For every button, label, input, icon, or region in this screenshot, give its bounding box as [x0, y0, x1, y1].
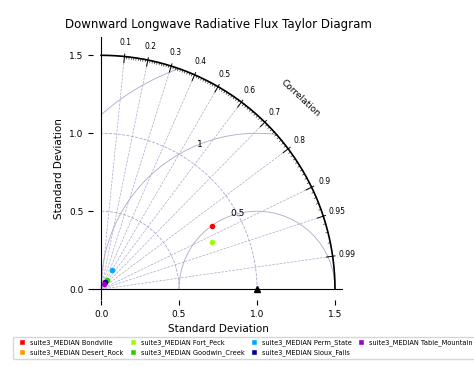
Text: Correlation: Correlation [279, 78, 321, 119]
Text: 0.99: 0.99 [338, 250, 355, 259]
Text: 0.8: 0.8 [293, 136, 305, 145]
X-axis label: Standard Deviation: Standard Deviation [168, 324, 268, 335]
Text: 0.3: 0.3 [169, 48, 182, 57]
Text: 0.9: 0.9 [318, 177, 330, 186]
Legend: suite3_MEDIAN Bondville, suite3_MEDIAN Desert_Rock, suite3_MEDIAN Fort_Peck, sui: suite3_MEDIAN Bondville, suite3_MEDIAN D… [13, 337, 474, 359]
Text: 0.6: 0.6 [244, 86, 256, 96]
Text: 0.5: 0.5 [230, 209, 245, 218]
Text: 0.1: 0.1 [120, 38, 132, 47]
Text: 0.2: 0.2 [145, 42, 157, 51]
Title: Downward Longwave Radiative Flux Taylor Diagram: Downward Longwave Radiative Flux Taylor … [64, 18, 372, 31]
Text: 0.5: 0.5 [219, 70, 231, 79]
Y-axis label: Standard Deviation: Standard Deviation [54, 118, 64, 219]
Text: 0.4: 0.4 [194, 57, 206, 67]
Text: 0.95: 0.95 [328, 207, 345, 216]
Text: 0.7: 0.7 [269, 108, 281, 117]
Text: 1: 1 [197, 140, 202, 149]
